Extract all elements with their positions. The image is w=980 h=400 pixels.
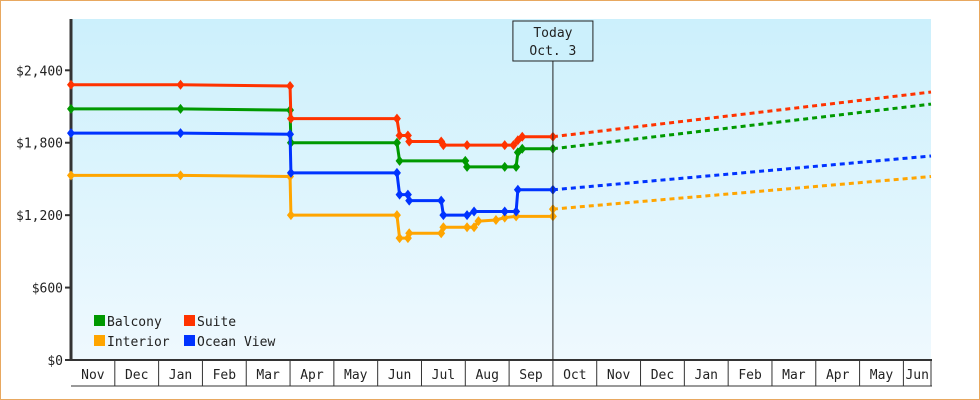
data-point: [392, 167, 401, 178]
data-point: [176, 103, 185, 114]
price-line: [71, 83, 553, 147]
data-point: [67, 128, 75, 139]
series-interior: [67, 170, 932, 244]
forecast-line: [552, 175, 932, 211]
x-tick-label: May: [344, 368, 368, 383]
data-point: [176, 128, 185, 139]
legend-swatch: [184, 315, 195, 326]
data-point: [67, 170, 75, 181]
data-point: [518, 143, 527, 154]
data-point: [67, 103, 75, 114]
x-tick-label: Dec: [651, 368, 674, 383]
x-tick-label: Jul: [432, 368, 455, 383]
series-group: [67, 79, 932, 244]
forecast-line: [552, 90, 932, 139]
data-point: [500, 161, 509, 172]
data-point: [392, 113, 401, 124]
data-point: [463, 161, 472, 172]
x-tick-label: Aug: [475, 368, 498, 383]
data-point: [512, 161, 521, 172]
x-tick-label: Feb: [213, 368, 237, 383]
y-tick-label: $0: [47, 354, 63, 369]
data-point: [518, 131, 527, 142]
data-point: [463, 140, 472, 151]
legend-swatch: [94, 335, 105, 346]
x-tick-label: Jun: [905, 368, 928, 383]
data-point: [513, 184, 522, 195]
data-point: [395, 233, 404, 244]
data-point: [500, 212, 509, 223]
today-box: [512, 20, 594, 62]
x-tick-label: Mar: [782, 368, 806, 383]
legend-label: Ocean View: [197, 335, 275, 350]
data-point: [176, 79, 185, 90]
data-point: [439, 140, 448, 151]
legend-swatch: [184, 335, 195, 346]
series-ocean-view: [67, 128, 932, 221]
x-tick-label: Apr: [300, 368, 324, 383]
data-point: [474, 216, 483, 227]
data-point: [395, 155, 404, 166]
data-point: [463, 210, 472, 221]
y-tick-label: $1,800: [16, 137, 63, 152]
data-point: [286, 80, 295, 91]
data-point: [286, 167, 295, 178]
y-tick-label: $1,200: [16, 209, 63, 224]
data-point: [463, 222, 472, 233]
data-point: [437, 195, 446, 206]
today-date: Oct. 3: [529, 44, 576, 59]
data-point: [395, 130, 404, 141]
legend-label: Suite: [197, 315, 236, 330]
data-point: [509, 140, 518, 151]
x-tick-label: Nov: [607, 368, 631, 383]
legend-label: Interior: [107, 335, 170, 350]
today-marker: Today Oct. 3: [512, 20, 594, 360]
data-point: [405, 195, 414, 206]
y-tick-label: $2,400: [16, 64, 63, 79]
forecast-line: [552, 102, 932, 151]
x-tick-label: Nov: [81, 368, 105, 383]
data-point: [405, 228, 414, 239]
data-point: [512, 206, 521, 217]
legend: Balcony Suite Interior Ocean View: [94, 315, 275, 350]
legend-swatch: [94, 315, 105, 326]
today-label: Today: [533, 26, 572, 41]
data-point: [491, 214, 500, 225]
legend-label: Balcony: [107, 315, 162, 330]
data-point: [286, 210, 295, 221]
x-tick-label: Oct: [563, 368, 586, 383]
price-line: [71, 131, 553, 217]
data-point: [439, 222, 448, 233]
data-point: [500, 140, 509, 151]
x-tick-label: Dec: [125, 368, 148, 383]
data-point: [176, 170, 185, 181]
x-tick-label: Jan: [169, 368, 192, 383]
forecast-line: [552, 154, 932, 192]
data-point: [470, 222, 479, 233]
plot-area: [71, 19, 931, 360]
data-point: [67, 79, 75, 90]
x-tick-label: Apr: [826, 368, 850, 383]
data-point: [405, 136, 414, 147]
data-point: [395, 189, 404, 200]
data-point: [439, 210, 448, 221]
x-tick-label: Feb: [738, 368, 762, 383]
data-point: [286, 113, 295, 124]
data-point: [286, 129, 295, 140]
y-tick-label: $600: [32, 282, 63, 297]
x-tick-label: Sep: [519, 368, 543, 383]
x-tick-label: Mar: [256, 368, 280, 383]
y-axis: $0 $600 $1,200 $1,800 $2,400: [16, 19, 73, 369]
data-point: [500, 206, 509, 217]
x-tick-label: Jan: [695, 368, 718, 383]
data-point: [470, 206, 479, 217]
x-tick-label: Jun: [388, 368, 411, 383]
series-suite: [67, 79, 932, 151]
x-axis: Nov Dec Jan Feb Mar Apr May Jun Jul Aug Sep Oct Nov D…: [71, 359, 932, 387]
data-point: [392, 210, 401, 221]
x-tick-label: May: [870, 368, 894, 383]
data-point: [392, 137, 401, 148]
